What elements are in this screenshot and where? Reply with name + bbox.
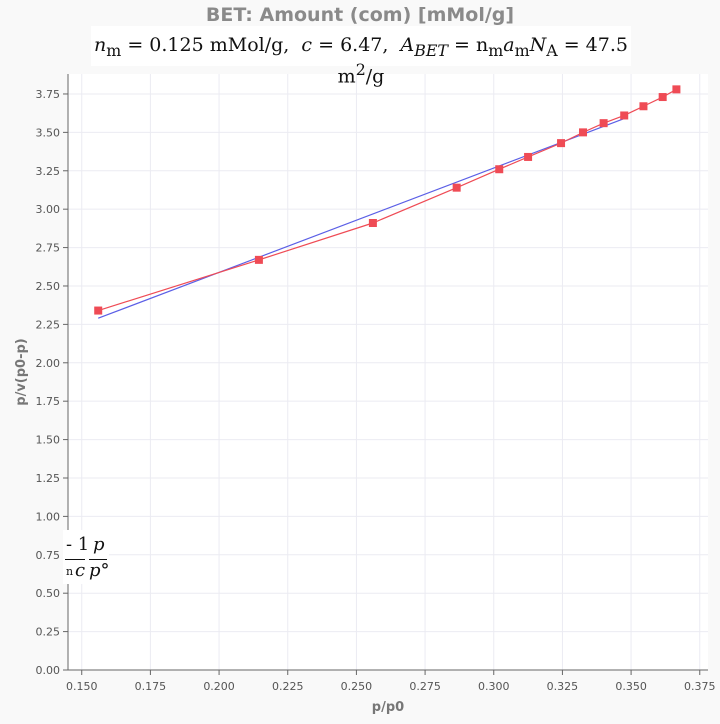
data-point — [94, 306, 103, 315]
fit-line — [98, 117, 625, 319]
inset-denominator-right: p° — [89, 560, 110, 581]
y-tick-label: 3.00 — [36, 203, 61, 216]
y-tick-label: 0.00 — [36, 664, 61, 677]
data-point — [524, 152, 533, 161]
data-point — [599, 119, 608, 128]
y-tick-label: 3.25 — [36, 165, 61, 178]
y-tick-label: 3.50 — [36, 126, 61, 139]
chart-title: BET: Amount (com) [mMol/g] — [206, 4, 514, 26]
inset-denominator-left: c — [75, 560, 86, 581]
x-tick-label: 0.175 — [135, 680, 167, 693]
inset-numerator-left: - 1 — [66, 534, 90, 555]
y-tick-label: 2.00 — [36, 357, 61, 370]
y-tick-label: 2.25 — [36, 318, 61, 331]
x-tick-label: 0.150 — [66, 680, 98, 693]
x-tick-label: 0.325 — [547, 680, 579, 693]
x-tick-label: 0.375 — [684, 680, 716, 693]
x-axis-label: p/p0 — [372, 700, 404, 715]
y-tick-label: 1.75 — [36, 395, 61, 408]
y-tick-label: 1.25 — [36, 472, 61, 485]
y-tick-label: 0.25 — [36, 626, 61, 639]
y-tick-label: 2.50 — [36, 280, 61, 293]
data-point — [254, 255, 263, 264]
data-point — [658, 93, 667, 102]
formula-text: nm = 0.125 mMol/g, c = 6.47, ABET = nmam… — [94, 34, 628, 88]
equation-inset: - 1 p n c p° — [63, 530, 110, 584]
x-tick-label: 0.200 — [203, 680, 235, 693]
y-tick-label: 3.75 — [36, 88, 61, 101]
x-tick-label: 0.350 — [615, 680, 647, 693]
y-tick-label: 0.75 — [36, 549, 61, 562]
data-point — [557, 139, 566, 148]
x-tick-label: 0.250 — [341, 680, 373, 693]
data-point — [639, 102, 648, 111]
data-point — [672, 85, 681, 94]
data-point — [452, 183, 461, 192]
x-tick-label: 0.300 — [478, 680, 510, 693]
y-tick-label: 1.00 — [36, 510, 61, 523]
y-tick-label: 0.50 — [36, 587, 61, 600]
inset-fraction-bar-1 — [65, 559, 85, 560]
y-axis-label: p/v(p0-p) — [14, 338, 29, 405]
plot-background — [68, 74, 708, 670]
x-tick-label: 0.275 — [409, 680, 441, 693]
y-tick-label: 2.75 — [36, 242, 61, 255]
data-point — [579, 128, 588, 137]
formula-annotation: nm = 0.125 mMol/g, c = 6.47, ABET = nmam… — [91, 26, 631, 87]
inset-numerator-right: p — [93, 534, 105, 555]
y-tick-label: 1.50 — [36, 434, 61, 447]
inset-fraction-bar-2 — [89, 559, 107, 560]
x-tick-label: 0.225 — [272, 680, 304, 693]
data-point — [368, 219, 377, 227]
inset-denominator-sub: n — [66, 565, 74, 578]
data-point — [620, 111, 629, 120]
data-point — [495, 165, 504, 174]
